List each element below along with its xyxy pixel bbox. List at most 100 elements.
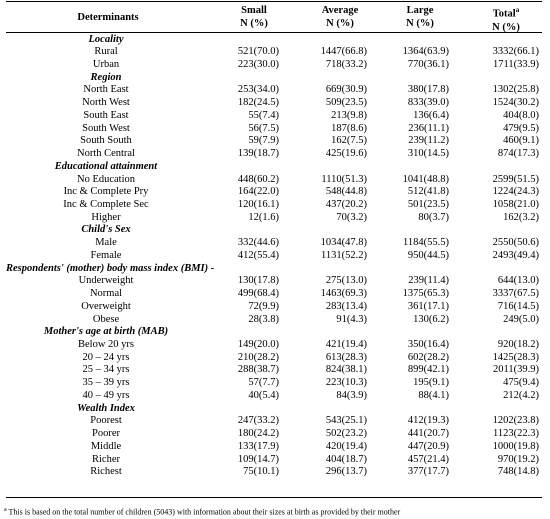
section-row: Mother's age at birth (MAB) (6, 326, 542, 339)
row-label: Poorest (90, 415, 122, 427)
cell-large: 512(41.8) (407, 186, 449, 198)
footnote-text: This is based on the total number of chi… (8, 507, 401, 517)
cell-total: 2550(50.6) (492, 237, 539, 249)
cell-average: 420(19.4) (325, 440, 367, 452)
table-row: Inc & Complete Pry 164(22.0) 548(44.8) 512(… (6, 186, 542, 199)
cell-total: 479(9.5) (503, 122, 539, 134)
cell-large: 833(39.0) (407, 97, 449, 109)
cell-total: 2011(39.9) (493, 364, 539, 376)
footnote-marker: a (4, 507, 7, 513)
cell-total: 1302(25.8) (492, 84, 539, 96)
cell-small: 40(5.4) (248, 389, 279, 401)
cell-small: 164(22.0) (237, 186, 279, 198)
row-label: Middle (90, 440, 122, 452)
cell-total: 1202(23.8) (492, 415, 539, 427)
table-row: South East 55(7.4) 213(9.8) 136(6.4) 404(8.0… (6, 110, 542, 123)
cell-large: 380(17.8) (407, 84, 449, 96)
cell-small: 412(55.4) (237, 249, 279, 261)
row-label: Male (95, 237, 117, 249)
row-label: 35 – 39 yrs (82, 377, 130, 389)
section-label: Mother's age at birth (MAB) (43, 326, 169, 338)
cell-small: 223(30.0) (237, 58, 279, 70)
cell-average: 669(30.9) (325, 84, 367, 96)
cell-total: 1711(33.9) (493, 58, 539, 70)
table-header: Determinants Small N (%) Average N (%) Lar… (6, 1, 542, 33)
row-label: Underweight (78, 275, 134, 287)
cell-small: 75(10.1) (243, 466, 279, 478)
table-row: 40 – 49 yrs 40(5.4) 84(3.9) 88(4.1) 212(4.2) (6, 390, 542, 403)
section-label: Region (90, 71, 122, 83)
cell-large: 377(17.7) (407, 466, 449, 478)
cell-large: 412(19.3) (407, 415, 449, 427)
cell-average: 1447(66.8) (320, 46, 367, 58)
cell-total: 162(3.2) (503, 211, 539, 223)
cell-large: 80(3.7) (418, 211, 449, 223)
cell-average: 1463(69.3) (320, 288, 367, 300)
cell-small: 72(9.9) (248, 300, 279, 312)
row-label: Normal (89, 288, 123, 300)
cell-total: 970(19.2) (497, 453, 539, 465)
cell-total: 212(4.2) (503, 389, 539, 401)
section-label: Child's Sex (81, 224, 131, 236)
cell-large: 602(28.2) (407, 351, 449, 363)
cell-average: 70(3.2) (336, 211, 367, 223)
table-row: Obese 28(3.8) 91(4.3) 130(6.2) 249(5.0) (6, 314, 542, 327)
cell-large: 770(36.1) (407, 58, 449, 70)
cell-average: 421(19.4) (325, 339, 367, 351)
cell-large: 239(11.2) (408, 135, 449, 147)
cell-large: 441(20.7) (407, 428, 449, 440)
cell-average: 296(13.7) (325, 466, 367, 478)
cell-average: 437(20.2) (325, 198, 367, 210)
section-label: Wealth Index (77, 402, 135, 414)
table-row: North West 182(24.5) 509(23.5) 833(39.0) 152… (6, 97, 542, 110)
cell-large: 310(14.5) (407, 148, 449, 160)
cell-total: 1000(19.8) (492, 440, 539, 452)
header-large: Large N (%) (406, 5, 434, 29)
cell-large: 1041(48.8) (402, 173, 449, 185)
cell-large: 899(42.1) (407, 364, 449, 376)
table-row: South South 59(7.9) 162(7.5) 239(11.2) 460(9… (6, 135, 542, 148)
cell-average: 275(13.0) (325, 275, 367, 287)
cell-total: 1058(21.0) (492, 198, 539, 210)
table-row: Overweight 72(9.9) 283(13.4) 361(17.1) 716(1… (6, 301, 542, 314)
cell-total: 1425(28.3) (492, 351, 539, 363)
cell-small: 182(24.5) (237, 97, 279, 109)
row-label: Below 20 yrs (78, 339, 134, 351)
cell-average: 283(13.4) (325, 300, 367, 312)
cell-total: 1224(24.3) (492, 186, 539, 198)
row-label: Inc & Complete Sec (63, 198, 149, 210)
cell-small: 59(7.9) (248, 135, 279, 147)
cell-average: 213(9.8) (331, 109, 367, 121)
cell-average: 91(4.3) (336, 313, 367, 325)
cell-total: 3337(67.5) (492, 288, 539, 300)
cell-average: 223(10.3) (325, 377, 367, 389)
cell-small: 288(38.7) (237, 364, 279, 376)
cell-large: 236(11.1) (408, 122, 449, 134)
cell-small: 521(70.0) (237, 46, 279, 58)
cell-average: 509(23.5) (325, 97, 367, 109)
cell-average: 1034(47.8) (320, 237, 367, 249)
table-row: Richest 75(10.1) 296(13.7) 377(17.7) 748(14.… (6, 466, 542, 479)
cell-total: 1524(30.2) (492, 97, 539, 109)
top-rule (6, 1, 542, 2)
header-rule (6, 32, 542, 33)
section-row: Respondents' (mother) body mass index (B… (6, 263, 542, 276)
cell-total: 249(5.0) (503, 313, 539, 325)
table-row: Below 20 yrs 149(20.0) 421(19.4) 350(16.4) 9… (6, 339, 542, 352)
table-row: 25 – 34 yrs 288(38.7) 824(38.1) 899(42.1) 20… (6, 364, 542, 377)
row-label: Richest (90, 466, 122, 478)
cell-average: 84(3.9) (336, 389, 367, 401)
cell-average: 824(38.1) (325, 364, 367, 376)
cell-average: 718(33.2) (325, 58, 367, 70)
table-row: Richer 109(14.7) 404(18.7) 457(21.4) 970(19.… (6, 454, 542, 467)
cell-small: 149(20.0) (237, 339, 279, 351)
header-average: Average N (%) (321, 5, 359, 29)
section-row: Wealth Index (6, 403, 542, 416)
cell-small: 180(24.2) (237, 428, 279, 440)
cell-total: 475(9.4) (503, 377, 539, 389)
cell-large: 447(20.9) (407, 440, 449, 452)
footnote: a This is based on the total number of c… (4, 505, 400, 518)
table-row: Higher 12(1.6) 70(3.2) 80(3.7) 162(3.2) (6, 212, 542, 225)
table-row: North East 253(34.0) 669(30.9) 380(17.8) 130… (6, 84, 542, 97)
cell-large: 350(16.4) (407, 339, 449, 351)
